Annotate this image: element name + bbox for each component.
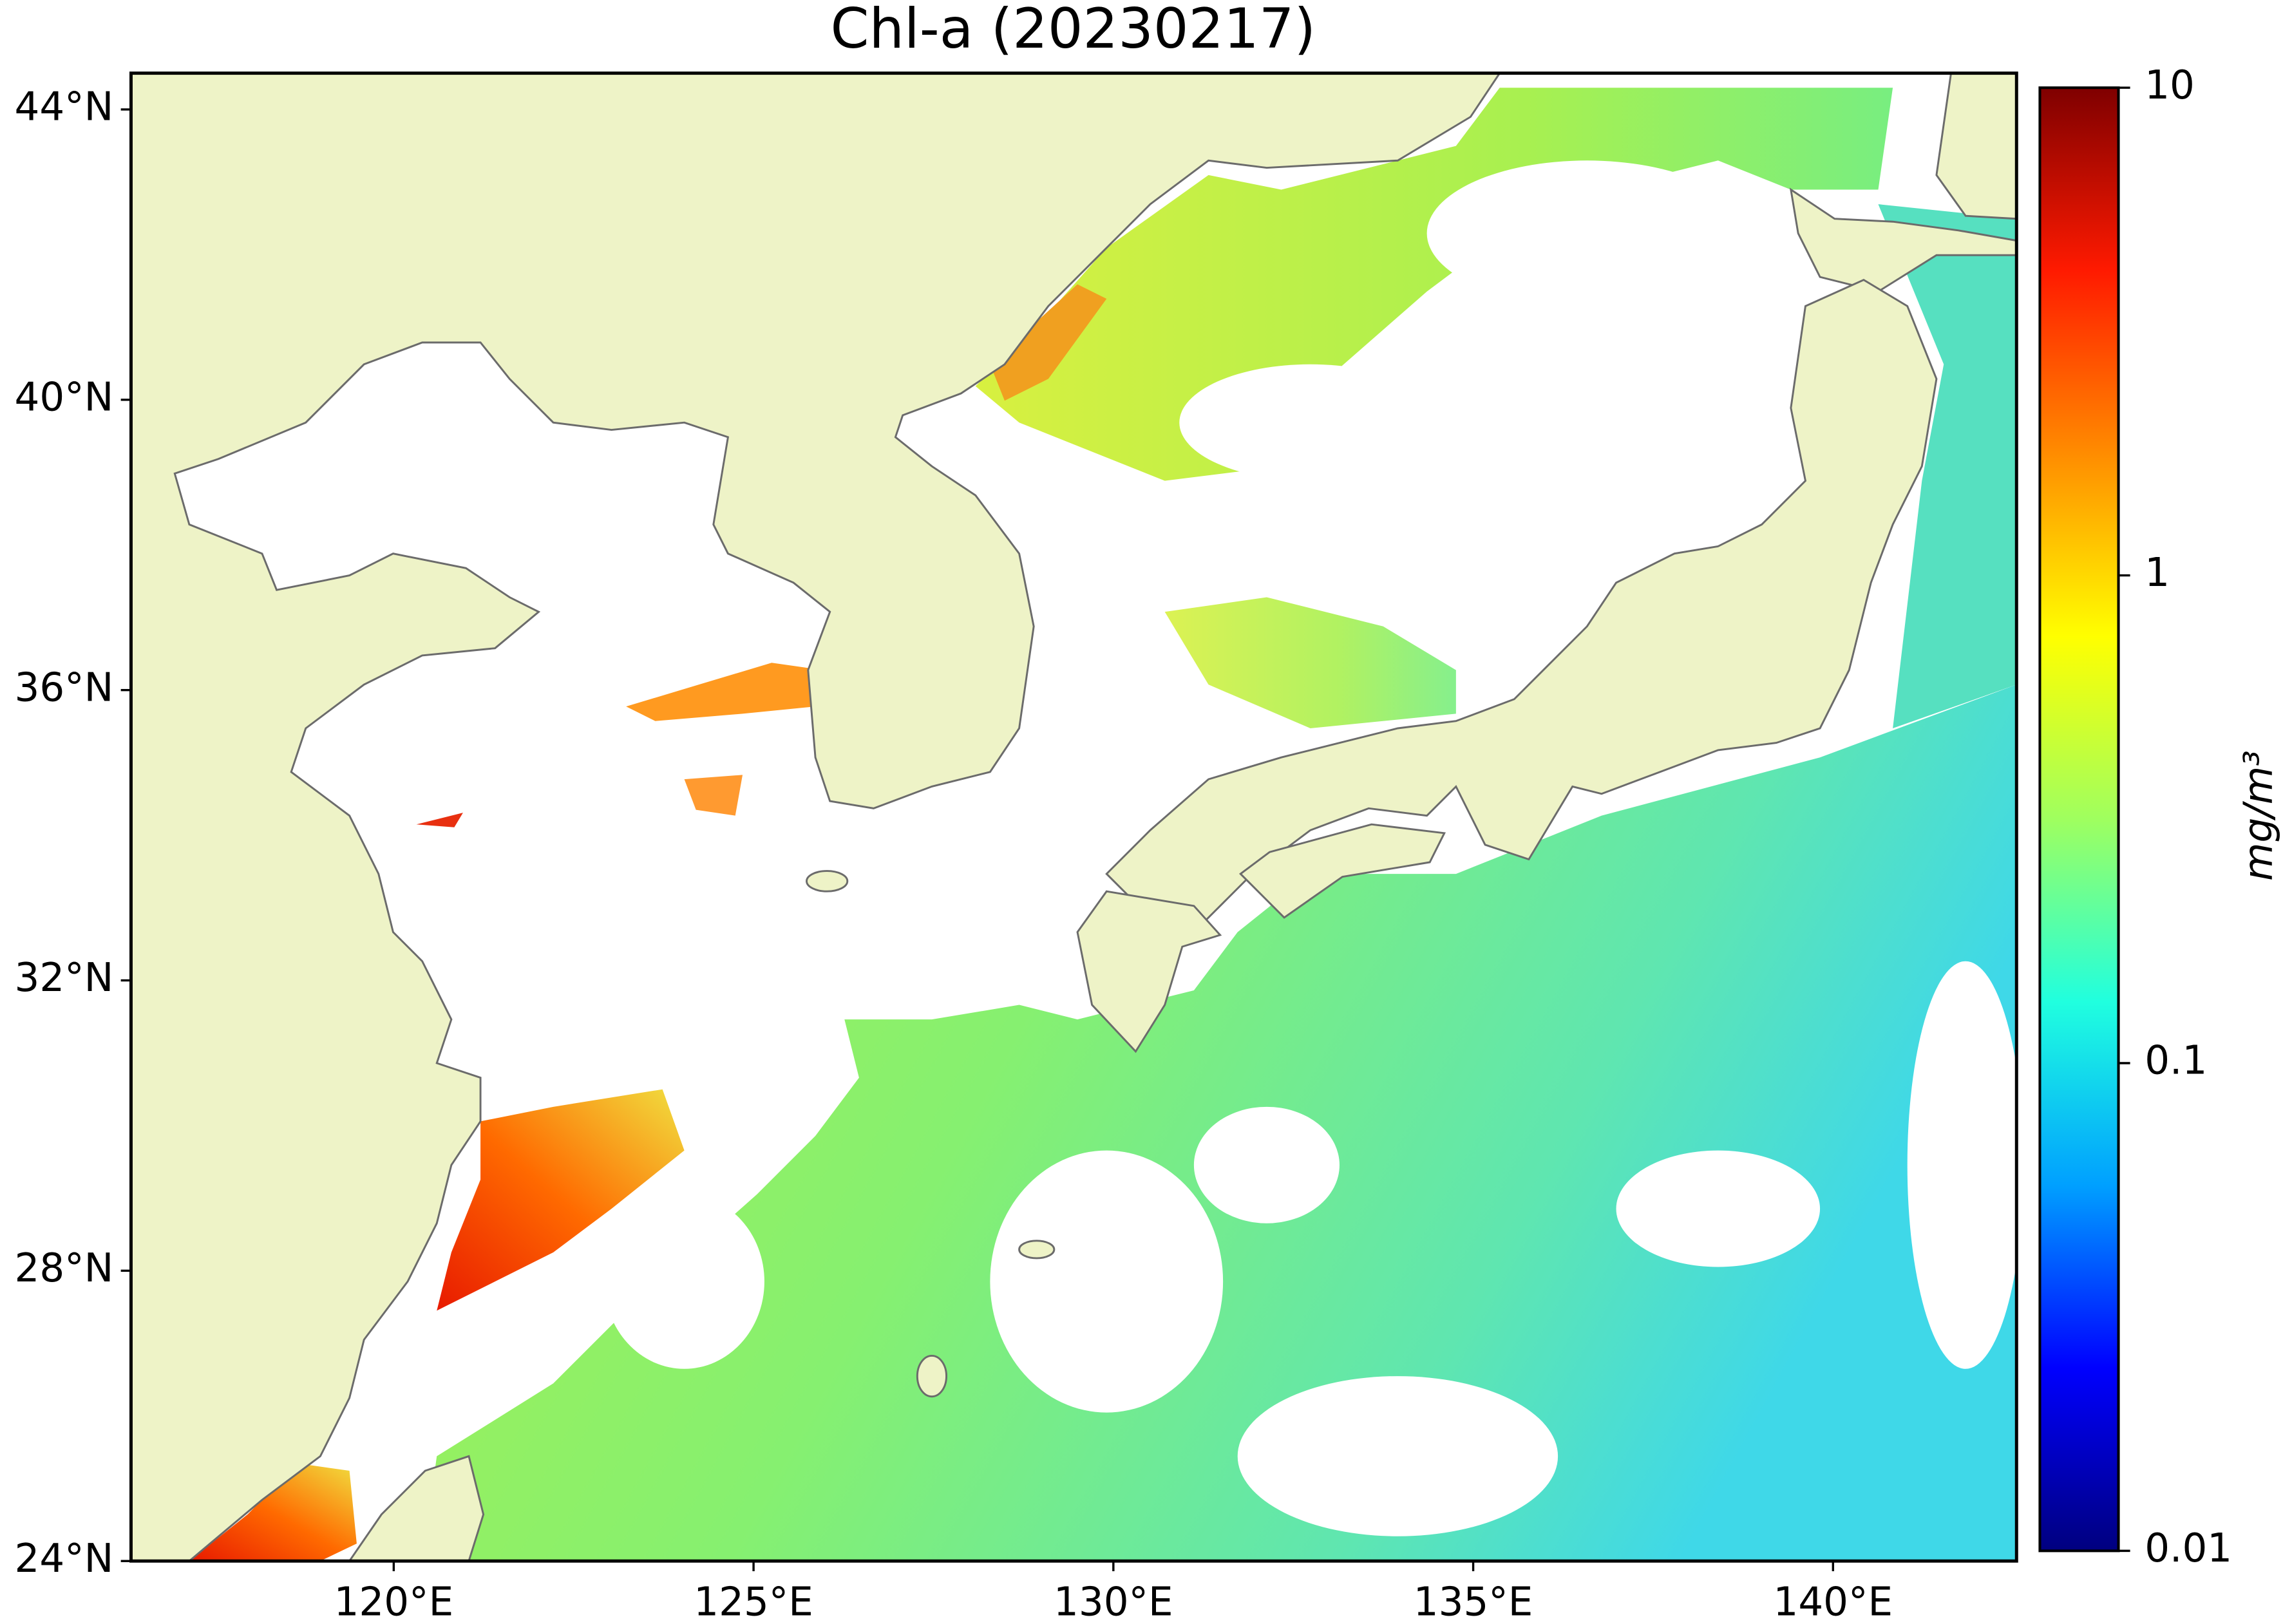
y-tick-label: 32°N bbox=[15, 955, 114, 1001]
colorbar-tick-label: 0.1 bbox=[2145, 1038, 2207, 1084]
y-tick-label: 40°N bbox=[15, 374, 114, 420]
land bbox=[1018, 1240, 1056, 1260]
land bbox=[348, 1455, 485, 1562]
chl-field bbox=[626, 663, 823, 721]
y-tick-label: 36°N bbox=[15, 665, 114, 710]
y-tick-label: 28°N bbox=[15, 1245, 114, 1291]
y-tick-label: 24°N bbox=[15, 1536, 114, 1582]
chl-field bbox=[1164, 597, 1456, 729]
chl-field bbox=[684, 775, 743, 816]
chart-title: Chl-a (20230217) bbox=[830, 0, 1316, 61]
land bbox=[1789, 187, 2017, 293]
chl-field bbox=[1878, 204, 2017, 729]
chl-field bbox=[975, 88, 1893, 481]
colorbar-tick-label: 10 bbox=[2145, 62, 2195, 108]
colorbar-label: mg/m³ bbox=[2236, 750, 2282, 881]
plot-frame bbox=[129, 71, 2018, 1563]
land bbox=[806, 870, 849, 892]
y-tick-label: 44°N bbox=[15, 84, 114, 130]
x-tick-label: 125°E bbox=[694, 1580, 813, 1624]
axes: 120°E 125°E 130°E 135°E 140°E 24°N 28°N 32°N 36°… bbox=[15, 62, 2233, 1624]
colorbar bbox=[2038, 86, 2120, 1553]
x-tick-label: 120°E bbox=[334, 1580, 454, 1624]
x-tick-label: 130°E bbox=[1054, 1580, 1173, 1624]
land bbox=[131, 73, 1501, 1562]
map-area bbox=[131, 73, 2017, 1562]
colorbar-tick-label: 1 bbox=[2145, 550, 2170, 596]
chl-field bbox=[189, 1463, 357, 1562]
colorbar-tick-label: 0.01 bbox=[2145, 1525, 2232, 1571]
land bbox=[1935, 73, 2017, 220]
x-tick-label: 140°E bbox=[1774, 1580, 1893, 1624]
chl-field bbox=[416, 813, 463, 827]
chl-field bbox=[437, 1089, 685, 1311]
x-tick-label: 135°E bbox=[1414, 1580, 1533, 1624]
chl-field bbox=[990, 284, 1107, 401]
land bbox=[1238, 823, 1446, 919]
cloud bbox=[604, 160, 2017, 1536]
land bbox=[1076, 890, 1222, 1053]
land bbox=[916, 1354, 948, 1398]
